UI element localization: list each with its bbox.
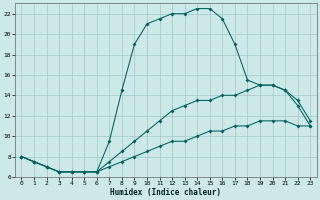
X-axis label: Humidex (Indice chaleur): Humidex (Indice chaleur) xyxy=(110,188,221,197)
